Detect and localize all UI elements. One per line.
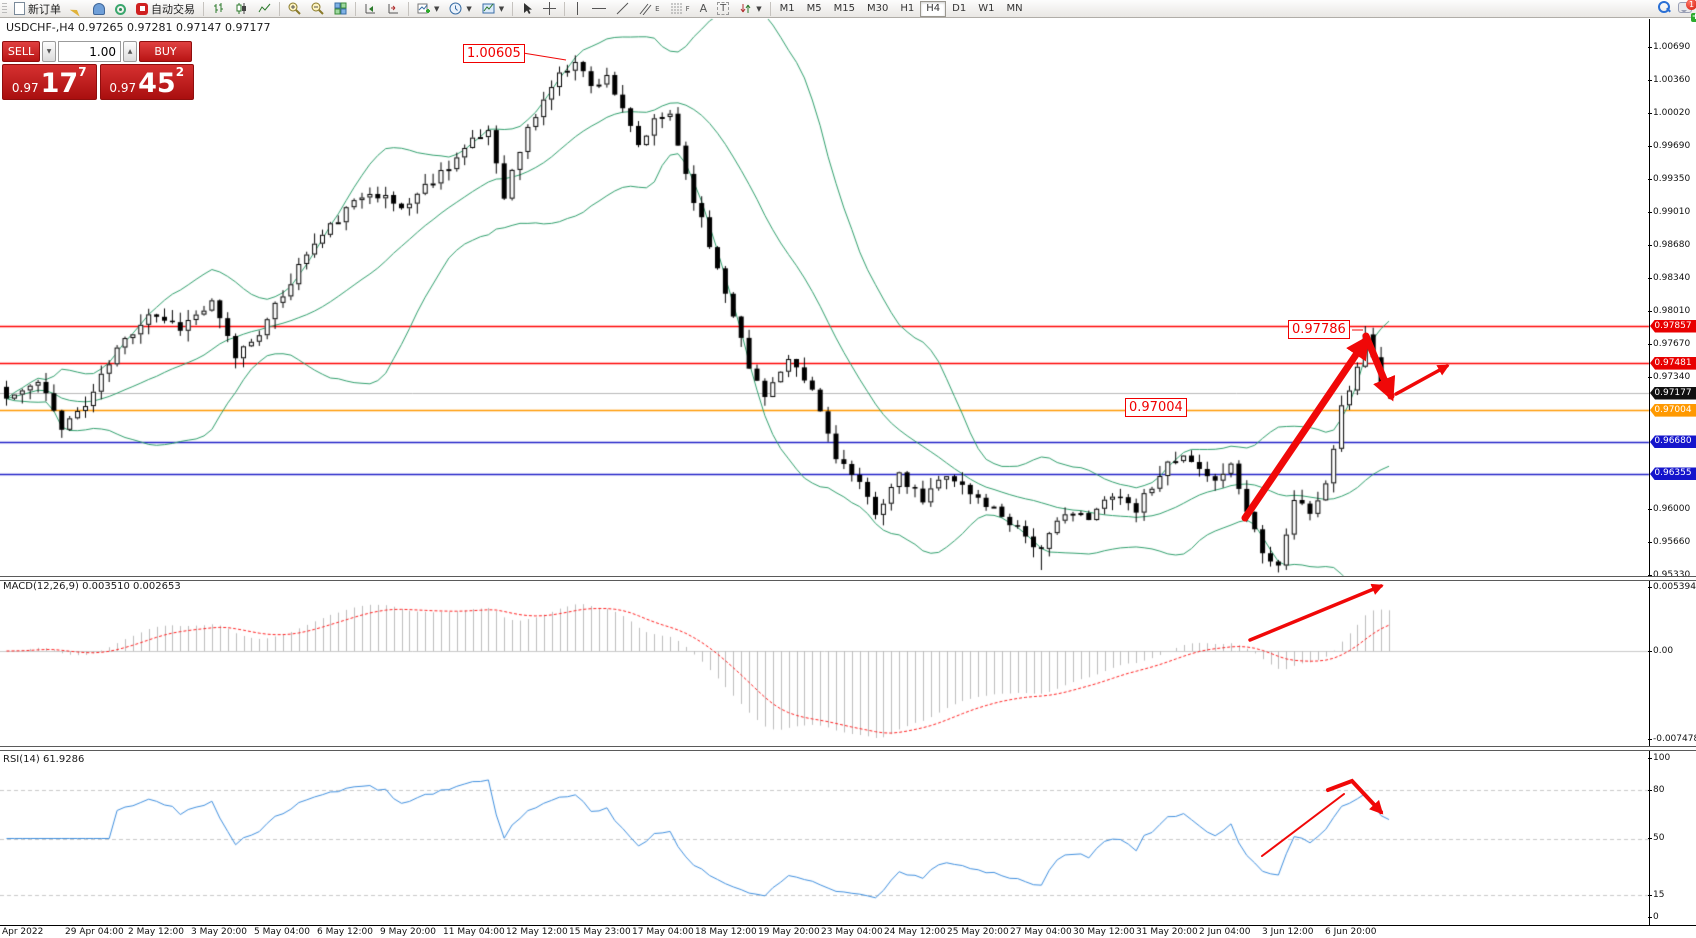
time-axis-label: 9 May 20:00 (380, 927, 436, 937)
time-axis-label: 27 May 04:00 (1010, 927, 1072, 937)
volume-input[interactable] (58, 41, 121, 62)
price-level-badge: 0.97481 (1650, 356, 1696, 370)
macd-indicator-label: MACD(12,26,9) 0.003510 0.002653 (3, 581, 181, 592)
sell-price-main: 17 (40, 68, 79, 99)
price-level-badge: 0.97857 (1650, 319, 1696, 333)
price-axis-tick: 0.96000 (1648, 504, 1690, 514)
price-axis-tick: 0.98010 (1648, 306, 1690, 316)
price-axis-tick: 0.99010 (1648, 207, 1690, 217)
price-axis-border (1649, 19, 1650, 925)
buy-price-prefix: 0.97 (109, 81, 137, 95)
price-annotation-label[interactable]: 1.00605 (463, 44, 525, 63)
price-axis-tick: 1.00360 (1648, 75, 1690, 85)
time-axis-label: 25 May 20:00 (947, 927, 1009, 937)
time-axis-label: 6 May 12:00 (317, 927, 373, 937)
volume-increase-stepper[interactable]: ▲ (123, 41, 137, 62)
price-axis-tick: 0.95330 (1648, 570, 1690, 580)
time-axis-label: 5 May 04:00 (254, 927, 310, 937)
rsi-axis-tick: 100 (1648, 753, 1670, 763)
rsi-axis-tick: 50 (1648, 833, 1664, 843)
price-axis-tick: 0.99690 (1648, 141, 1690, 151)
time-axis-label: Apr 2022 (2, 927, 44, 937)
price-level-badge: 0.96355 (1650, 467, 1696, 481)
macd-axis-tick: -0.007478 (1648, 734, 1696, 744)
time-axis-label: 15 May 23:00 (569, 927, 631, 937)
price-axis-tick: 1.00020 (1648, 108, 1690, 118)
buy-price-main: 45 (138, 68, 176, 99)
sell-price-pip: 7 (78, 65, 87, 79)
sell-price-prefix: 0.97 (11, 81, 39, 95)
time-axis-label: 17 May 04:00 (632, 927, 694, 937)
time-axis-label: 18 May 12:00 (695, 927, 757, 937)
symbol-ohlc-header: USDCHF-,H4 0.97265 0.97281 0.97147 0.971… (6, 21, 271, 34)
price-axis-tick: 0.98680 (1648, 240, 1690, 250)
time-axis-label: 19 May 20:00 (758, 927, 820, 937)
time-axis-label: 29 Apr 04:00 (65, 927, 124, 937)
time-axis-label: 11 May 04:00 (443, 927, 505, 937)
sell-price-box[interactable]: 0.97 17 7 (2, 64, 97, 100)
buy-button[interactable]: BUY (139, 41, 192, 62)
price-annotation-label[interactable]: 0.97004 (1125, 398, 1187, 417)
time-axis-label: 2 May 12:00 (128, 927, 184, 937)
price-annotation-label[interactable]: 0.97786 (1288, 320, 1350, 339)
price-axis-tick: 0.95660 (1648, 537, 1690, 547)
buy-price-box[interactable]: 0.97 45 2 (99, 64, 194, 100)
rsi-indicator-label: RSI(14) 61.9286 (3, 754, 85, 765)
rsi-axis-tick: 80 (1648, 785, 1664, 795)
sell-button[interactable]: SELL (2, 41, 40, 62)
time-axis-label: 23 May 04:00 (821, 927, 883, 937)
time-axis-label: 6 Jun 20:00 (1325, 927, 1377, 937)
price-axis-tick: 1.00690 (1648, 42, 1690, 52)
macd-pane-splitter[interactable] (0, 576, 1696, 581)
buy-price-pip: 2 (175, 65, 185, 79)
rsi-axis-tick: 15 (1648, 890, 1664, 900)
macd-axis-tick: 0.00 (1648, 646, 1673, 656)
price-axis-tick: 0.99350 (1648, 174, 1690, 184)
time-axis-label: 24 May 12:00 (884, 927, 946, 937)
time-axis-label: 3 May 20:00 (191, 927, 247, 937)
price-level-badge: 0.97177 (1650, 386, 1696, 400)
time-axis-label: 31 May 20:00 (1136, 927, 1198, 937)
time-axis-border (0, 925, 1696, 926)
one-click-trading-panel: SELL ▼ ▲ BUY 0.97 17 7 0.97 45 2 (2, 41, 194, 100)
time-axis-label: 2 Jun 04:00 (1199, 927, 1251, 937)
time-axis-label: 12 May 12:00 (506, 927, 568, 937)
volume-decrease-stepper[interactable]: ▼ (42, 41, 56, 62)
time-axis-label: 3 Jun 12:00 (1262, 927, 1314, 937)
price-axis-tick: 0.97340 (1648, 372, 1690, 382)
time-axis-label: 30 May 12:00 (1073, 927, 1135, 937)
macd-axis-tick: 0.005394 (1648, 582, 1696, 592)
price-level-badge: 0.97004 (1650, 403, 1696, 417)
price-axis-tick: 0.97670 (1648, 339, 1690, 349)
price-level-badge: 0.96680 (1650, 435, 1696, 449)
rsi-pane-splitter[interactable] (0, 746, 1696, 751)
price-axis-tick: 0.98340 (1648, 273, 1690, 283)
rsi-axis-tick: 0 (1648, 912, 1659, 922)
